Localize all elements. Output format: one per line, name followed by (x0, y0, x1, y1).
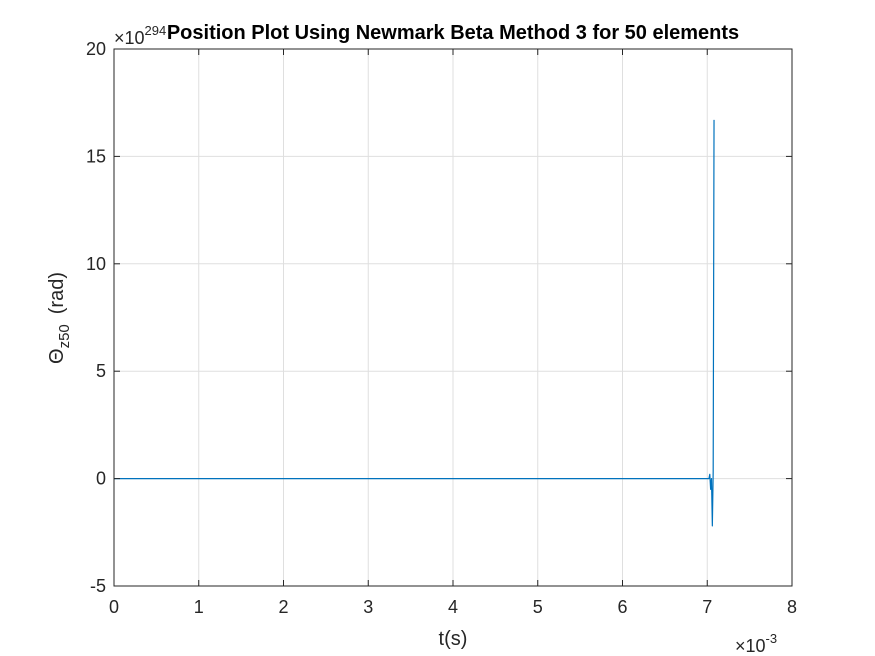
y-axis-symbol: Θ (46, 348, 68, 364)
chart-title: Position Plot Using Newmark Beta Method … (167, 22, 739, 44)
y-exponent-prefix: ×10 (114, 28, 145, 48)
y-tick-label: -5 (90, 576, 106, 596)
y-tick-labels: -5 0 5 10 15 20 (86, 39, 106, 596)
data-series (114, 119, 715, 527)
x-exponent-label: ×10-3 (735, 631, 777, 656)
x-tick-labels: 0 1 2 3 4 5 6 7 8 (109, 597, 797, 617)
y-tick-label: 15 (86, 146, 106, 166)
x-tick-label: 7 (702, 597, 712, 617)
y-axis-subscript: z50 (56, 324, 73, 348)
x-tick-label: 4 (448, 597, 458, 617)
y-tick-label: 10 (86, 254, 106, 274)
y-axis-label: Θz50 (rad) (46, 272, 73, 364)
x-tick-label: 3 (363, 597, 373, 617)
x-exponent-prefix: ×10 (735, 636, 766, 656)
y-tick-label: 5 (96, 361, 106, 381)
x-tick-label: 0 (109, 597, 119, 617)
y-axis-unit: (rad) (46, 272, 68, 314)
y-tick-label: 20 (86, 39, 106, 59)
x-tick-label: 2 (278, 597, 288, 617)
series-line-0 (114, 119, 715, 527)
x-exponent-power: -3 (766, 631, 778, 646)
x-tick-label: 5 (533, 597, 543, 617)
x-tick-label: 6 (617, 597, 627, 617)
x-tick-label: 8 (787, 597, 797, 617)
x-tick-label: 1 (194, 597, 204, 617)
y-tick-label: 0 (96, 469, 106, 489)
x-axis-label: t(s) (439, 628, 468, 650)
y-exponent-label: ×10294 (114, 23, 166, 48)
ticks (113, 48, 793, 587)
y-exponent-power: 294 (145, 23, 167, 38)
